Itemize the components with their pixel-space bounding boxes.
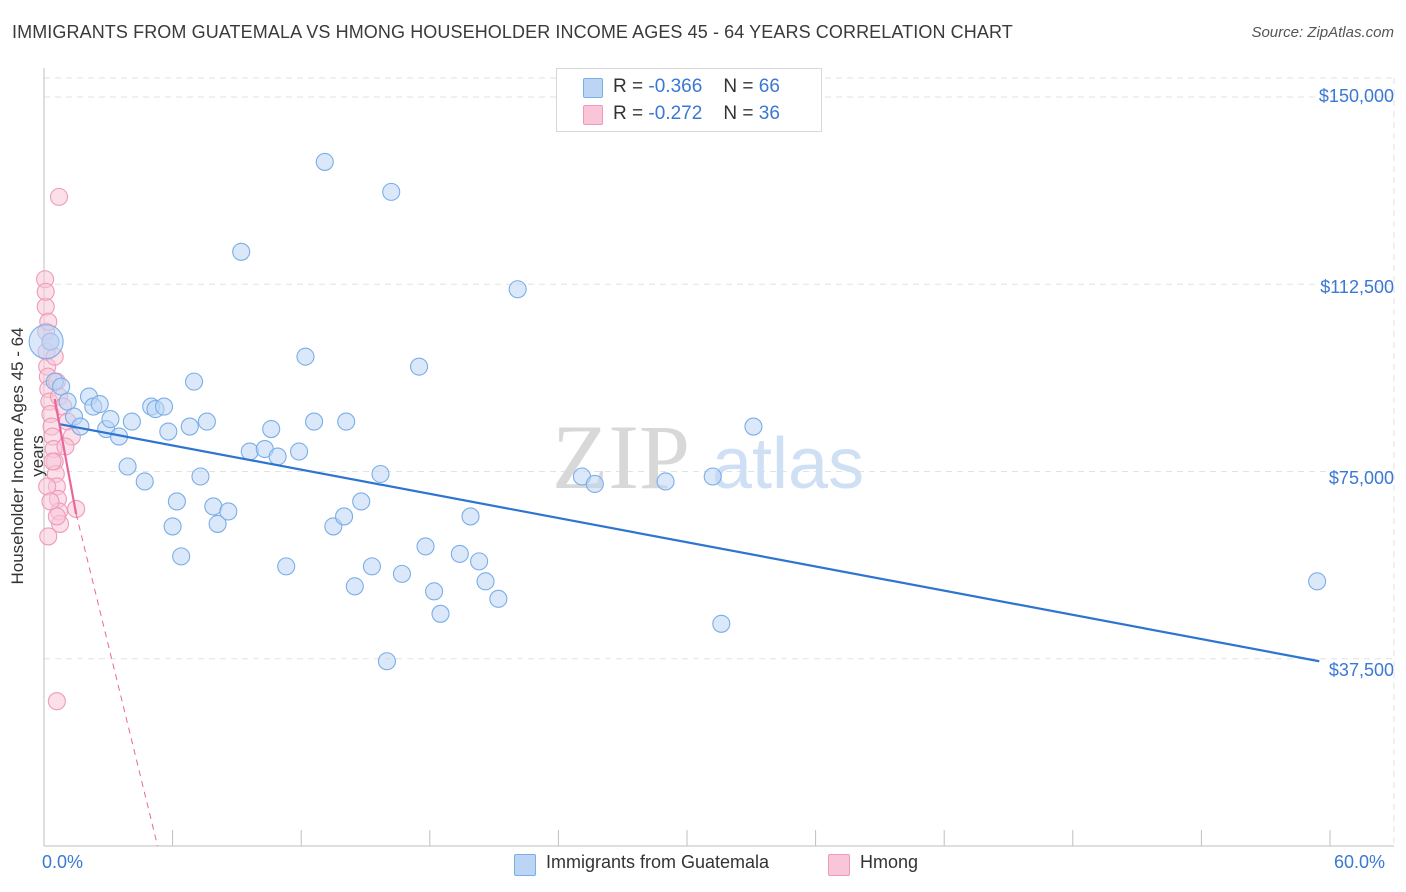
hmong-point-34 xyxy=(39,527,58,546)
y-tick-label-75000: $75,000 xyxy=(1328,468,1394,488)
guatemala-point-60 xyxy=(656,472,675,491)
legend-n-value-hmong: 36 xyxy=(758,103,780,124)
chart-source: Source: ZipAtlas.com xyxy=(1251,24,1394,41)
guatemala-point-25 xyxy=(197,412,216,431)
guatemala-point-35 xyxy=(290,442,309,461)
guatemala-point-29 xyxy=(232,242,251,261)
guatemala-point-54 xyxy=(470,552,489,571)
hmong-point-30 xyxy=(41,492,60,511)
guatemala-point-28 xyxy=(219,502,238,521)
guatemala-point-57 xyxy=(508,280,527,299)
guatemala-point-43 xyxy=(362,557,381,576)
legend-r-label: R = xyxy=(613,103,644,124)
guatemala-point-27 xyxy=(208,514,227,533)
guatemala-point-33 xyxy=(268,447,287,466)
guatemala-point-52 xyxy=(450,544,469,563)
guatemala-point-26 xyxy=(204,497,223,516)
guatemala-point-41 xyxy=(345,577,364,596)
guatemala-point-30 xyxy=(240,442,259,461)
bottom-legend-swatch-hmong xyxy=(828,854,850,876)
guatemala-point-53 xyxy=(461,507,480,526)
guatemala-point-34 xyxy=(277,557,296,576)
legend-r-value-guatemala: -0.366 xyxy=(648,76,703,97)
watermark-zip: ZIP xyxy=(552,406,690,508)
guatemala-point-18 xyxy=(159,422,178,441)
guatemala-point-65 xyxy=(337,412,356,431)
guatemala-point-64 xyxy=(1308,572,1327,591)
y-tick-label-150000: $150,000 xyxy=(1318,86,1394,106)
hmong-point-18 xyxy=(36,282,55,301)
legend-n-label: N = xyxy=(723,103,754,124)
y-tick-label-37500: $37,500 xyxy=(1328,660,1394,680)
guatemala-point-24 xyxy=(191,467,210,486)
guatemala-point-49 xyxy=(416,537,435,556)
legend-r-value-hmong: -0.272 xyxy=(648,103,703,124)
chart-title: IMMIGRANTS FROM GUATEMALA VS HMONG HOUSE… xyxy=(12,22,1013,42)
guatemala-point-3 xyxy=(58,392,77,411)
legend-swatch-hmong xyxy=(583,105,603,125)
hmong-point-33 xyxy=(49,187,69,206)
hmong-points xyxy=(36,187,86,711)
hmong-trend-extension xyxy=(75,513,159,847)
guatemala-point-14 xyxy=(135,472,154,491)
bottom-legend-swatch-guatemala xyxy=(514,854,536,876)
guatemala-point-10 xyxy=(101,410,120,429)
legend-swatch-guatemala xyxy=(583,78,603,98)
guatemala-point-59 xyxy=(585,474,604,494)
x-tick-label-max: 60.0% xyxy=(1334,852,1386,872)
guatemala-point-56 xyxy=(489,589,508,608)
guatemala-point-51 xyxy=(431,604,450,623)
watermark: ZIP atlas xyxy=(552,406,864,508)
guatemala-point-21 xyxy=(172,547,191,566)
correlation-legend: R = -0.366 N = 66 R = -0.272 N = 36 xyxy=(556,68,822,132)
axes xyxy=(43,68,1394,847)
guatemala-point-61 xyxy=(703,467,722,486)
guatemala-trend-line xyxy=(58,422,1320,663)
guatemala-point-17 xyxy=(154,397,174,416)
legend-r-label: R = xyxy=(613,76,644,97)
guatemala-point-62 xyxy=(712,614,731,633)
trend-lines xyxy=(53,398,1320,847)
guatemala-point-45 xyxy=(377,652,396,671)
guatemala-point-22 xyxy=(180,417,199,436)
guatemala-point-46 xyxy=(382,182,401,201)
y-axis-label: Householder Income Ages 45 - 64 years xyxy=(8,327,47,585)
guatemala-point-47 xyxy=(392,564,411,583)
guatemala-point-37 xyxy=(305,412,324,431)
guatemala-point-42 xyxy=(352,492,371,511)
bottom-legend-label-hmong: Hmong xyxy=(860,852,919,872)
guatemala-point-20 xyxy=(167,492,186,511)
guatemala-point-50 xyxy=(425,582,444,601)
guatemala-point-38 xyxy=(315,152,334,171)
hmong-trend-line xyxy=(53,398,78,515)
guatemala-point-13 xyxy=(122,412,141,431)
guatemala-point-44 xyxy=(371,464,390,484)
watermark-atlas: atlas xyxy=(712,424,864,504)
bottom-legend-label-guatemala: Immigrants from Guatemala xyxy=(546,852,770,872)
hmong-point-35 xyxy=(47,692,66,711)
guatemala-point-40 xyxy=(335,507,354,526)
guatemala-point-23 xyxy=(184,372,204,391)
hmong-point-31 xyxy=(47,507,66,526)
y-axis-label-wrap: Householder Income Ages 45 - 64 years xyxy=(8,0,47,892)
guatemala-point-48 xyxy=(410,357,429,376)
legend-n-value-guatemala: 66 xyxy=(758,76,780,97)
guatemala-point-2 xyxy=(52,377,71,396)
guatemala-point-55 xyxy=(476,572,495,591)
guatemala-point-large xyxy=(28,324,64,360)
legend-n-label: N = xyxy=(723,76,754,97)
guatemala-point-63 xyxy=(744,417,763,436)
guatemala-point-19 xyxy=(163,517,182,536)
guatemala-point-12 xyxy=(118,457,137,476)
x-tick-label-min: 0.0% xyxy=(42,852,84,872)
hmong-point-28 xyxy=(43,452,62,471)
y-tick-label-112500: $112,500 xyxy=(1320,277,1394,297)
guatemala-points xyxy=(28,152,1327,671)
guatemala-point-36 xyxy=(296,347,315,366)
guatemala-point-8 xyxy=(90,395,109,414)
guatemala-point-32 xyxy=(262,420,281,439)
